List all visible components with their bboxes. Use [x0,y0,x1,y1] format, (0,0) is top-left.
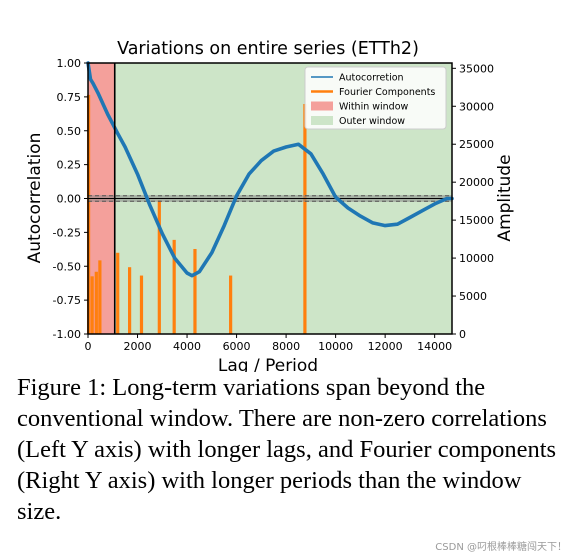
left-y-axis-label: Autocorrelation [25,133,45,264]
x-tick-label: 2000 [124,340,152,353]
left-y-tick-label: 1.00 [57,57,82,70]
fourier-bar [229,275,233,334]
watermark: CSDN @叼根棒棒糖闯天下！ [435,542,567,553]
right-y-tick-label: 0 [459,328,466,341]
legend-label: Fourier Components [339,87,435,98]
x-tick-label: 6000 [223,340,251,353]
figure-caption: Figure 1: Long-term variations span beyo… [17,374,557,525]
x-tick-label: 10000 [318,340,353,353]
right-y-axis-label: Amplitude [495,154,515,241]
fourier-bar [303,103,307,334]
chart-title: Variations on entire series (ETTh2) [117,39,419,59]
x-tick-label: 12000 [368,340,403,353]
right-y-axis-ticks: 0 5000 10000 15000 20000 25000 30000 35000 [452,62,494,341]
zero-baseline [88,195,452,202]
left-y-tick-label: -0.50 [53,260,81,273]
right-y-tick-label: 10000 [459,252,494,265]
left-y-tick-label: -0.25 [53,226,81,239]
legend-label: Autocorretion [339,73,404,84]
right-y-tick-label: 30000 [459,100,494,113]
fourier-bar [116,252,120,334]
right-y-tick-label: 5000 [459,290,487,303]
fourier-bar [193,248,197,334]
fourier-bar [94,271,98,334]
fourier-bar [98,260,102,334]
legend-box [304,66,447,130]
x-tick-label: 4000 [173,340,201,353]
fourier-bar [172,239,176,334]
legend-swatch [311,116,333,125]
x-tick-label: 0 [85,340,92,353]
fourier-bar [157,200,161,334]
x-tick-label: 14000 [417,340,452,353]
right-y-tick-label: 25000 [459,138,494,151]
x-tick-label: 8000 [272,340,300,353]
x-axis-label: Lag / Period [218,356,318,372]
legend-label: Outer window [339,116,405,127]
fourier-bar [139,275,144,334]
left-y-tick-label: -1.00 [53,328,81,341]
autocorrelation-series [86,61,454,278]
autocorrelation-line [86,61,454,278]
fourier-bar [90,276,94,334]
legend-swatch [311,101,333,111]
left-y-axis-ticks: 1.00 0.75 0.50 0.25 0.00 -0.25 -0.50 -0.75 -1.00 [53,57,88,341]
x-axis-ticks: 0 2000 4000 6000 8000 10000 12000 14000 [85,334,452,353]
left-y-tick-label: 0.00 [57,193,82,206]
fourier-bar [128,267,132,334]
right-y-tick-label: 35000 [459,62,494,75]
right-y-tick-label: 20000 [459,176,494,189]
left-y-tick-label: 0.25 [57,159,82,172]
left-y-tick-label: -0.75 [53,294,81,307]
left-y-tick-label: 0.75 [57,91,82,104]
chart: Variations on entire series (ETTh2) 0 200… [25,39,515,372]
right-y-tick-label: 15000 [459,214,494,227]
legend: Autocorretion Fourier Components Within wi… [304,66,447,130]
left-y-tick-label: 0.50 [57,125,82,138]
legend-label: Within window [339,102,409,113]
